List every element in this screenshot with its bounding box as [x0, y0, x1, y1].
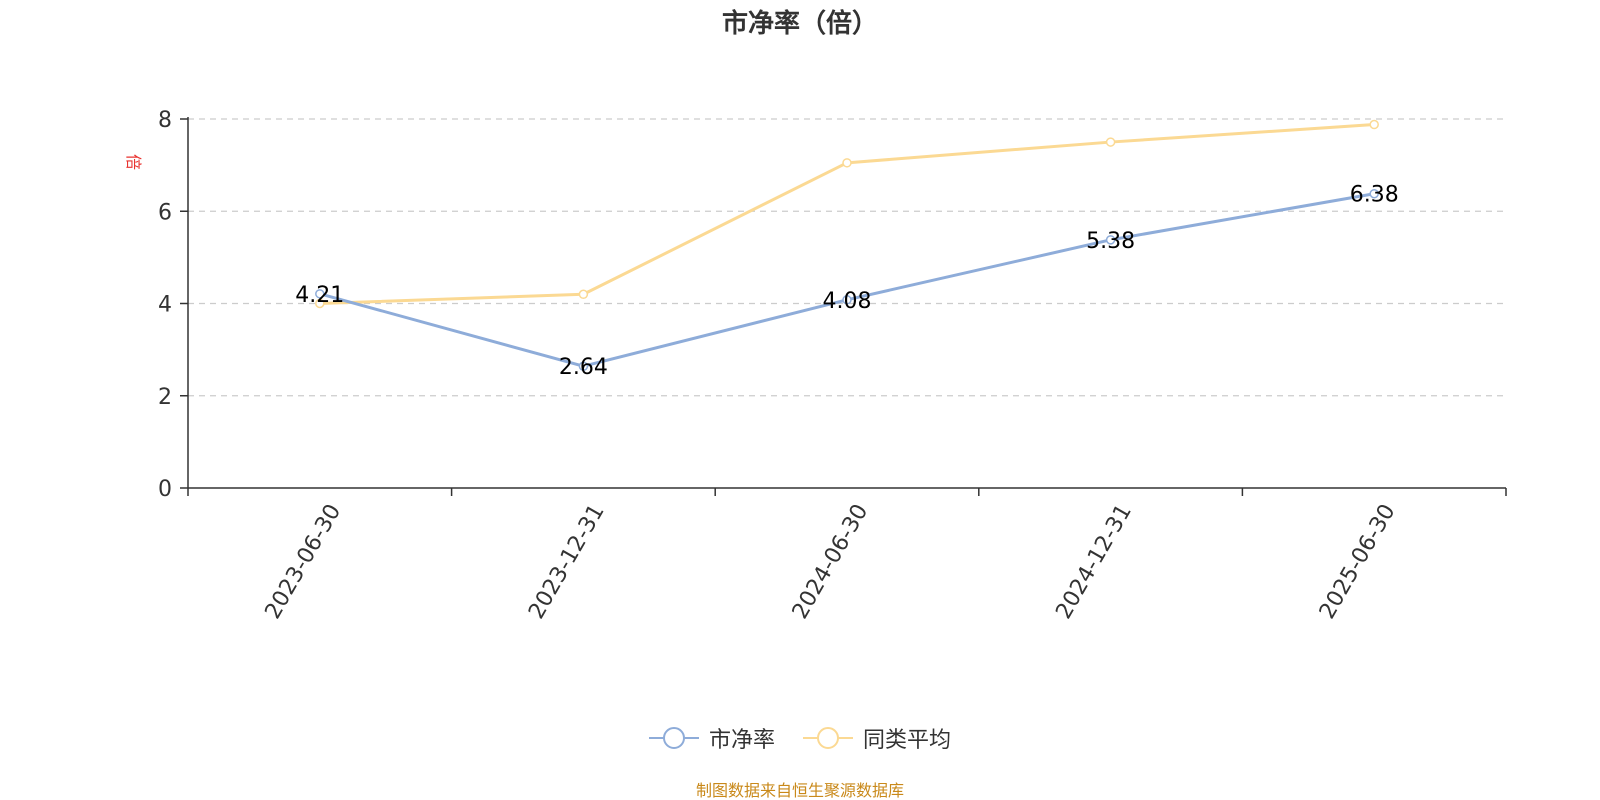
x-tick-label: 2023-06-30: [261, 500, 347, 623]
series-1-point[interactable]: [578, 361, 589, 371]
legend-marker-series-1: [648, 727, 699, 749]
y-tick-label: 2: [158, 385, 172, 410]
series-2-point[interactable]: [1369, 119, 1379, 130]
y-tick-label: 6: [158, 200, 172, 225]
y-axis-label: 倍: [124, 154, 143, 170]
x-tick-label: 2024-06-30: [788, 500, 874, 623]
data-label: 4.21: [295, 283, 344, 308]
data-label: 5.38: [1086, 229, 1135, 254]
axes: 0 2 4 6 8 2023-06-30 2023-12-31 2024-06-30 2024-…: [158, 108, 1507, 623]
data-label: 2.64: [559, 355, 608, 380]
x-tick-label: 2025-06-30: [1315, 500, 1401, 623]
legend-label-series-2: 同类平均: [863, 728, 952, 753]
x-tick-label: 2024-12-31: [1051, 500, 1137, 623]
legend: 市净率 同类平均: [0, 722, 1600, 754]
series-1-point[interactable]: [1369, 188, 1379, 199]
data-labels: 4.21 2.64 4.08 5.38 6.38: [295, 183, 1398, 381]
series-line-2: [319, 123, 1375, 305]
legend-item-series-2[interactable]: 同类平均: [803, 722, 951, 754]
data-label: 4.08: [823, 289, 872, 314]
legend-marker-series-2: [803, 727, 853, 749]
y-tick-label: 0: [158, 477, 172, 502]
series-1-point[interactable]: [1105, 235, 1116, 245]
series-lines: [315, 119, 1379, 371]
series-2-point[interactable]: [315, 298, 325, 309]
series-line-1: [319, 192, 1375, 368]
series-1-point[interactable]: [842, 295, 852, 305]
data-label: 6.38: [1350, 183, 1399, 208]
legend-label-series-1: 市净率: [708, 728, 775, 753]
series-2-point[interactable]: [1105, 137, 1116, 147]
series-2-point[interactable]: [578, 289, 589, 300]
chart-title: 市净率（倍）: [721, 9, 878, 39]
y-tick-label: 8: [158, 108, 172, 133]
y-tick-label: 4: [158, 293, 172, 318]
series-1-point[interactable]: [315, 289, 325, 299]
data-source-note: 制图数据来自恒生聚源数据库: [695, 781, 904, 800]
series-2-point[interactable]: [842, 158, 852, 168]
x-tick-label: 2023-12-31: [524, 500, 610, 623]
legend-item-series-1[interactable]: 市净率: [648, 722, 775, 754]
